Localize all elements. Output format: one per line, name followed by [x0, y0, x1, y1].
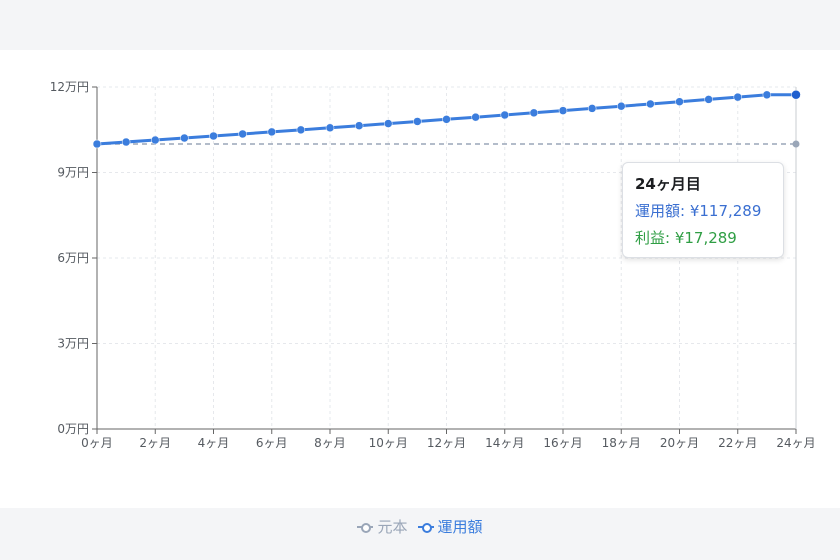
series-amount-point	[121, 137, 131, 147]
series-amount-point	[617, 101, 626, 111]
series-amount-point	[500, 110, 509, 120]
x-tick-label: 16ヶ月	[543, 436, 582, 450]
legend-item-amount[interactable]: 運用額	[417, 516, 483, 537]
series-amount-point	[704, 95, 713, 104]
x-tick-label: 22ヶ月	[718, 436, 757, 450]
series-amount-point	[675, 97, 684, 106]
series-amount-point	[238, 129, 247, 139]
series-amount-point	[92, 139, 102, 149]
x-tick-label: 10ヶ月	[369, 436, 408, 450]
legend-item-principal[interactable]: 元本	[357, 516, 408, 537]
x-tick-label: 20ヶ月	[660, 436, 699, 450]
x-tick-label: 6ヶ月	[256, 436, 288, 450]
y-tick-label: 6万円	[57, 251, 89, 265]
series-amount-point	[354, 121, 364, 130]
series-amount-point	[587, 104, 597, 113]
series-amount-point	[384, 119, 393, 128]
chart-tooltip: 24ヶ月目 運用額: ¥117,289 利益: ¥17,289	[622, 162, 784, 258]
y-tick-label: 0万円	[57, 422, 89, 436]
investment-line-chart: 0万円 3万円 6万円 9万円 12万円 0ヶ月 2ヶ月 4ヶ月 6ヶ月 8ヶ月 10ヶ月 12ヶ月 1…	[50, 80, 816, 450]
y-tick-label: 9万円	[57, 166, 89, 180]
y-tick-label: 12万円	[50, 80, 89, 94]
series-amount-point	[442, 115, 451, 124]
legend-label-amount: 運用額	[437, 518, 483, 536]
tooltip-title: 24ヶ月目	[635, 175, 701, 193]
series-amount-point	[413, 117, 422, 126]
legend-line-icon	[417, 522, 434, 533]
chart-card: 0万円 3万円 6万円 9万円 12万円 0ヶ月 2ヶ月 4ヶ月 6ヶ月 8ヶ月 10ヶ月 12ヶ月 1…	[0, 50, 840, 536]
series-amount-point	[180, 133, 189, 143]
series-amount-point	[762, 90, 772, 100]
x-tick-label: 2ヶ月	[139, 436, 171, 450]
tooltip-profit: 利益: ¥17,289	[635, 229, 737, 247]
series-amount-point	[471, 112, 480, 122]
y-tick-label: 3万円	[57, 337, 89, 351]
series-amount-point	[209, 131, 218, 141]
series-amount-point	[733, 92, 742, 102]
series-amount-point	[529, 108, 539, 118]
series-amount-point	[325, 123, 335, 133]
tooltip-amount: 運用額: ¥117,289	[635, 202, 762, 220]
chart-legend: 元本 運用額	[0, 516, 840, 537]
x-tick-label: 12ヶ月	[427, 436, 466, 450]
x-tick-label: 24ヶ月	[776, 436, 815, 450]
series-amount-point	[791, 89, 801, 100]
series-amount-point	[296, 125, 306, 135]
x-tick-label: 0ヶ月	[81, 436, 113, 450]
series-amount-point	[558, 106, 568, 115]
x-tick-label: 8ヶ月	[314, 436, 346, 450]
series-amount-point	[267, 127, 276, 137]
x-tick-label: 4ヶ月	[198, 436, 230, 450]
series-amount-point	[151, 135, 160, 145]
legend-label-principal: 元本	[377, 518, 408, 536]
x-tick-label: 14ヶ月	[485, 436, 524, 450]
legend-line-icon	[357, 522, 374, 533]
series-principal-point	[792, 140, 800, 148]
series-amount-point	[646, 99, 655, 109]
x-tick-label: 18ヶ月	[602, 436, 641, 450]
